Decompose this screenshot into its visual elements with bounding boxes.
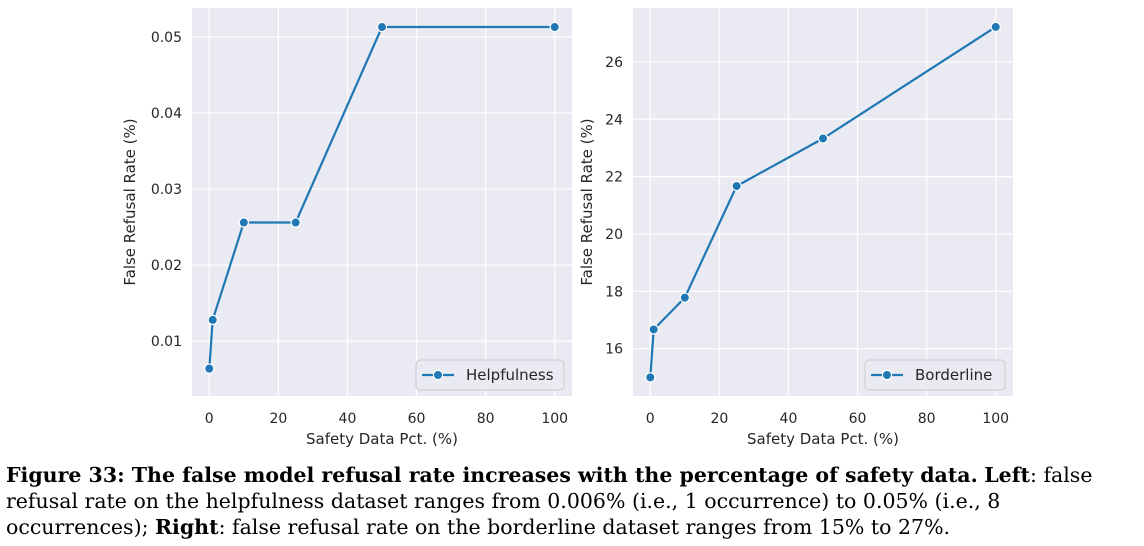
- y-tick-label: 0.04: [151, 106, 182, 122]
- y-tick-label: 0.02: [151, 258, 182, 274]
- x-tick-label: 100: [541, 411, 568, 427]
- legend-marker: [432, 369, 444, 381]
- data-point: [648, 324, 659, 335]
- legend-box: [415, 359, 565, 391]
- data-point: [290, 217, 301, 228]
- data-point: [679, 292, 691, 303]
- caption-right-label: Right: [155, 515, 219, 539]
- y-tick-label: 24: [605, 112, 623, 128]
- data-point: [376, 21, 388, 33]
- y-tick-label: 18: [605, 284, 623, 300]
- caption-left-label: Left: [984, 463, 1031, 487]
- x-tick-label: 20: [710, 411, 728, 427]
- caption-bold-text: The false model refusal rate increases w…: [131, 463, 978, 487]
- caption-label: Figure 33:: [6, 463, 125, 487]
- caption-left-text: : false refusal rate on the helpfulness …: [6, 463, 1093, 539]
- y-tick-label: 16: [605, 342, 623, 358]
- legend-marker: [881, 369, 893, 381]
- x-axis-label: Safety Data Pct. (%): [306, 430, 458, 448]
- x-tick-label: 80: [477, 411, 495, 427]
- legend-label: Helpfulness: [466, 366, 554, 384]
- y-tick-label: 20: [605, 227, 623, 243]
- x-tick-label: 0: [646, 411, 655, 427]
- legend-label: Borderline: [915, 366, 992, 384]
- y-tick-label: 0.03: [151, 182, 182, 198]
- data-point: [731, 180, 742, 192]
- legend: Helpfulness: [415, 359, 565, 391]
- x-tick-label: 60: [849, 411, 867, 427]
- x-tick-label: 80: [918, 411, 936, 427]
- x-tick-label: 60: [408, 411, 426, 427]
- caption-right-text: : false refusal rate on the borderline d…: [218, 515, 951, 539]
- x-tick-label: 40: [339, 411, 357, 427]
- y-tick-label: 0.01: [151, 334, 182, 350]
- y-axis-label: False Refusal Rate (%): [121, 118, 139, 285]
- y-tick-label: 0.05: [151, 30, 182, 46]
- plot-background: [192, 8, 572, 396]
- x-tick-label: 40: [780, 411, 798, 427]
- data-point: [207, 314, 218, 326]
- right-chart: 0 20 40 60 80 100 16 18 20 22 24 26 Safety Data Pct.…: [578, 8, 1013, 448]
- y-axis-label: False Refusal Rate (%): [578, 118, 596, 285]
- x-tick-label: 100: [982, 411, 1009, 427]
- x-axis-label: Safety Data Pct. (%): [747, 430, 899, 448]
- data-point: [204, 363, 215, 374]
- data-point: [645, 372, 656, 383]
- x-tick-label: 0: [205, 411, 214, 427]
- plot-background: [633, 8, 1013, 396]
- legend-box: [864, 359, 1006, 391]
- data-point: [817, 133, 829, 144]
- left-chart: 0 20 40 60 80 100 0.01 0.02 0.03 0.04 0.05 Safety D…: [121, 8, 572, 448]
- data-point: [990, 21, 1001, 33]
- series-line: [649, 25, 997, 378]
- y-tick-label: 22: [605, 170, 623, 186]
- data-point: [549, 21, 560, 33]
- series-line: [208, 25, 555, 369]
- legend: Borderline: [864, 359, 1006, 391]
- figure: 0 20 40 60 80 100 0.01 0.02 0.03 0.04 0.05 Safety D…: [121, 8, 1013, 448]
- data-point: [238, 217, 250, 228]
- y-tick-label: 26: [605, 55, 623, 71]
- x-tick-label: 20: [269, 411, 287, 427]
- figure-caption: Figure 33: The false model refusal rate …: [6, 462, 1140, 540]
